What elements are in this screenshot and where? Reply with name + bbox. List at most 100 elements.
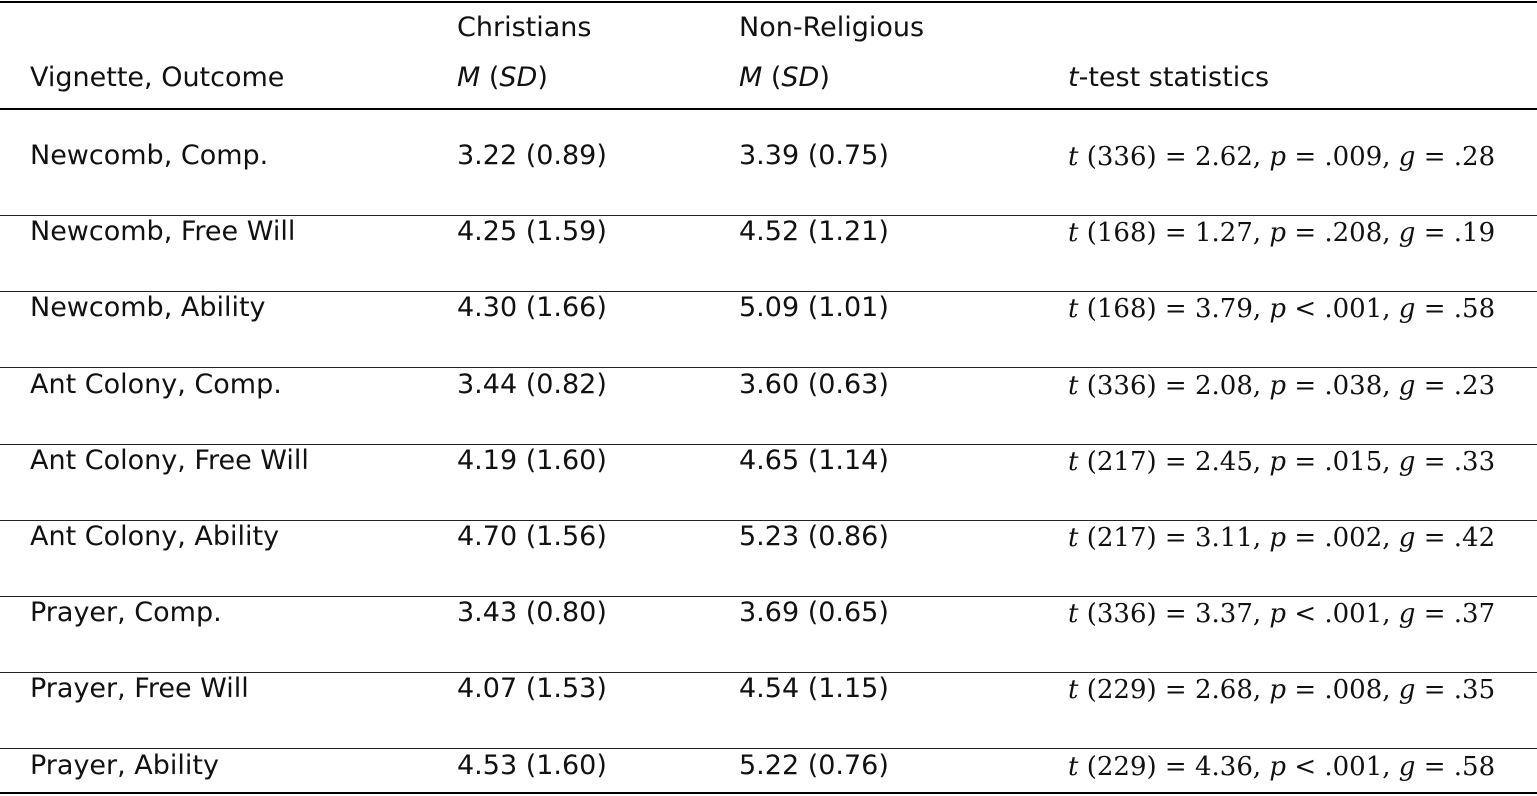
g-value: .28 — [1453, 142, 1496, 172]
t-symbol: t — [1068, 370, 1079, 401]
row-separator — [0, 291, 1537, 293]
g-symbol: g — [1398, 751, 1416, 782]
g-symbol: g — [1398, 523, 1416, 553]
t-test-value: t (229) = 2.68, p = .008, g = .35 — [1068, 675, 1496, 706]
header-rule — [0, 108, 1537, 110]
non-religious-value: 3.60 (0.63) — [739, 368, 889, 400]
non-religious-value: 4.54 (1.15) — [739, 673, 889, 705]
g-value: .23 — [1453, 370, 1496, 401]
christians-value: 3.22 (0.89) — [457, 140, 607, 171]
m-label: M — [739, 62, 763, 93]
p-operator: < — [1294, 294, 1317, 325]
p-symbol: p — [1269, 218, 1287, 249]
t-test-value: t (336) = 2.62, p = .009, g = .28 — [1068, 142, 1496, 172]
p-value: .009 — [1324, 142, 1383, 172]
christians-value: 4.19 (1.60) — [457, 444, 607, 476]
row-separator — [0, 367, 1537, 369]
degrees-of-freedom: (336) — [1086, 599, 1157, 630]
g-value: .19 — [1453, 218, 1496, 249]
row-label: Prayer, Ability — [30, 749, 219, 781]
row-separator — [0, 672, 1537, 674]
degrees-of-freedom: (217) — [1086, 523, 1157, 553]
t-symbol: t — [1068, 218, 1079, 249]
p-operator: = — [1294, 218, 1317, 249]
row-label: Ant Colony, Comp. — [30, 368, 282, 400]
t-test-value: t (168) = 3.79, p < .001, g = .58 — [1068, 294, 1496, 325]
t-test-label: -test statistics — [1078, 62, 1270, 93]
p-value: .015 — [1324, 446, 1383, 477]
t-test-value: t (217) = 3.11, p = .002, g = .42 — [1068, 523, 1496, 553]
t-value: 1.27 — [1194, 218, 1253, 249]
g-symbol: g — [1398, 294, 1416, 325]
header-christians: Christians — [457, 12, 592, 43]
row-label: Ant Colony, Free Will — [30, 444, 309, 476]
header-vignette-outcome: Vignette, Outcome — [30, 62, 285, 93]
t-test-value: t (229) = 4.36, p < .001, g = .58 — [1068, 751, 1496, 782]
non-religious-value: 4.65 (1.14) — [739, 444, 889, 476]
t-symbol: t — [1068, 142, 1079, 172]
p-operator: = — [1294, 370, 1317, 401]
t-value: 2.08 — [1194, 370, 1253, 401]
p-value: .038 — [1324, 370, 1383, 401]
p-value: .001 — [1324, 599, 1383, 630]
t-label: t — [1068, 62, 1079, 93]
row-separator — [0, 748, 1537, 750]
row-label: Newcomb, Comp. — [30, 140, 269, 171]
header-non-religious: Non-Religious — [739, 12, 925, 43]
p-operator: < — [1294, 599, 1317, 630]
p-symbol: p — [1269, 370, 1287, 401]
p-value: .001 — [1324, 751, 1383, 782]
t-test-value: t (168) = 1.27, p = .208, g = .19 — [1068, 218, 1496, 249]
g-symbol: g — [1398, 218, 1416, 249]
g-symbol: g — [1398, 675, 1416, 706]
degrees-of-freedom: (217) — [1086, 446, 1157, 477]
t-test-value: t (217) = 2.45, p = .015, g = .33 — [1068, 446, 1496, 477]
christians-value: 4.07 (1.53) — [457, 673, 607, 705]
non-religious-value: 5.22 (0.76) — [739, 749, 889, 781]
non-religious-value: 5.23 (0.86) — [739, 521, 889, 552]
row-label: Ant Colony, Ability — [30, 521, 280, 552]
christians-value: 3.44 (0.82) — [457, 368, 607, 400]
g-symbol: g — [1398, 446, 1416, 477]
p-operator: = — [1294, 446, 1317, 477]
row-separator — [0, 519, 1537, 521]
non-religious-value: 4.52 (1.21) — [739, 216, 889, 248]
p-symbol: p — [1269, 751, 1287, 782]
p-value: .001 — [1324, 294, 1383, 325]
sd-label: SD — [499, 62, 538, 93]
row-separator — [0, 443, 1537, 445]
row-label: Prayer, Free Will — [30, 673, 249, 705]
sd-label: SD — [781, 62, 820, 93]
t-symbol: t — [1068, 599, 1079, 630]
g-symbol: g — [1398, 370, 1416, 401]
p-value: .008 — [1324, 675, 1383, 706]
header-t-test-statistics: t-test statistics — [1068, 62, 1269, 94]
degrees-of-freedom: (168) — [1086, 294, 1157, 325]
t-symbol: t — [1068, 446, 1079, 477]
p-symbol: p — [1269, 599, 1287, 630]
table-bottom-rule — [0, 792, 1537, 794]
t-value: 4.36 — [1194, 751, 1253, 782]
g-value: .33 — [1453, 446, 1496, 477]
christians-value: 4.53 (1.60) — [457, 749, 607, 781]
p-symbol: p — [1269, 523, 1287, 553]
table-top-rule — [0, 1, 1537, 3]
t-value: 2.68 — [1194, 675, 1253, 706]
degrees-of-freedom: (229) — [1086, 751, 1157, 782]
header-christians-msd: M (SD) — [457, 62, 548, 93]
t-test-value: t (336) = 3.37, p < .001, g = .37 — [1068, 599, 1496, 630]
t-symbol: t — [1068, 523, 1079, 553]
t-symbol: t — [1068, 294, 1079, 325]
p-symbol: p — [1269, 142, 1287, 172]
christians-value: 4.70 (1.56) — [457, 521, 607, 552]
t-symbol: t — [1068, 675, 1079, 706]
t-symbol: t — [1068, 751, 1079, 782]
g-value: .58 — [1453, 294, 1496, 325]
non-religious-value: 5.09 (1.01) — [739, 292, 889, 324]
row-separator — [0, 215, 1537, 216]
degrees-of-freedom: (229) — [1086, 675, 1157, 706]
t-value: 3.11 — [1194, 523, 1253, 553]
p-operator: = — [1294, 142, 1317, 172]
degrees-of-freedom: (336) — [1086, 370, 1157, 401]
christians-value: 3.43 (0.80) — [457, 597, 607, 629]
